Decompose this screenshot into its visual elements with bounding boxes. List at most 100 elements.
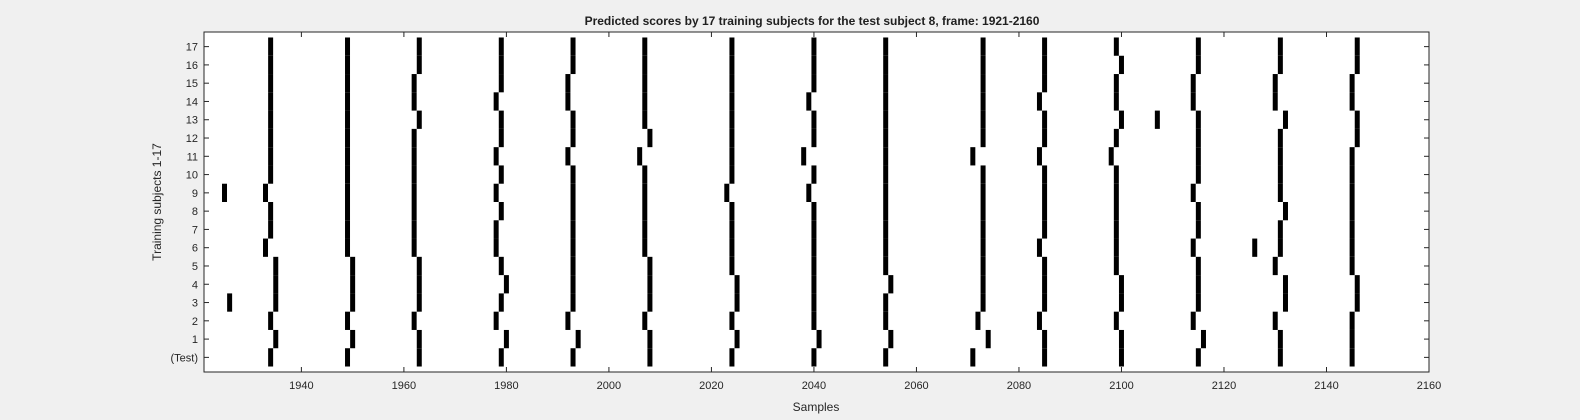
score-mark (1195, 147, 1201, 166)
score-mark (498, 256, 504, 276)
score-mark (1349, 311, 1355, 330)
score-mark (724, 183, 730, 202)
score-mark (1252, 238, 1258, 257)
score-mark (642, 92, 648, 111)
score-mark (1349, 147, 1355, 166)
score-mark (273, 275, 279, 294)
score-mark (883, 183, 889, 202)
score-mark (888, 329, 894, 349)
score-mark (642, 37, 648, 56)
score-mark (883, 110, 889, 129)
score-mark (1195, 110, 1201, 129)
score-mark (268, 110, 274, 129)
score-mark (642, 220, 648, 239)
score-mark (970, 147, 976, 166)
score-mark (498, 74, 504, 93)
score-mark (801, 147, 807, 166)
score-mark (1190, 238, 1196, 257)
score-mark (268, 165, 274, 184)
score-mark (1036, 311, 1042, 330)
score-mark (811, 110, 817, 129)
score-mark (729, 202, 735, 221)
x-tick-label: 2080 (1007, 380, 1031, 392)
score-mark (1277, 37, 1283, 56)
score-mark (883, 256, 889, 276)
score-mark (1113, 92, 1119, 111)
score-mark (980, 293, 986, 312)
x-tick-label: 2020 (699, 380, 723, 392)
score-mark (729, 147, 735, 166)
score-mark (345, 74, 351, 93)
score-mark (570, 256, 576, 276)
score-mark (263, 238, 269, 257)
x-tick-label: 2060 (904, 380, 928, 392)
score-mark (227, 293, 233, 312)
score-mark (1190, 92, 1196, 111)
score-mark (498, 293, 504, 312)
score-mark (1113, 74, 1119, 93)
score-mark (729, 256, 735, 276)
score-mark (1118, 348, 1124, 367)
score-mark (980, 92, 986, 111)
score-mark (1118, 110, 1124, 129)
score-mark (980, 202, 986, 221)
score-mark (1277, 147, 1283, 166)
y-tick-label: 16 (186, 60, 198, 72)
score-mark (1113, 128, 1119, 148)
score-mark (416, 110, 422, 129)
score-mark (1113, 238, 1119, 257)
score-mark (565, 147, 571, 166)
score-mark (350, 293, 356, 312)
score-mark (1354, 37, 1360, 56)
score-mark (811, 348, 817, 367)
y-tick-label: 15 (186, 78, 198, 90)
score-mark (980, 275, 986, 294)
score-mark (980, 220, 986, 239)
score-mark (1349, 348, 1355, 367)
score-mark (1113, 165, 1119, 184)
score-mark (1354, 275, 1360, 294)
x-tick-label: 2140 (1314, 380, 1338, 392)
score-mark (883, 220, 889, 239)
score-mark (811, 37, 817, 56)
score-mark (883, 202, 889, 221)
y-axis-label: Training subjects 1-17 (150, 143, 164, 261)
score-mark (1277, 220, 1283, 239)
score-mark (345, 220, 351, 239)
x-tick-label: 2120 (1212, 380, 1236, 392)
score-mark (729, 311, 735, 330)
score-mark (1272, 74, 1278, 93)
score-mark (1349, 183, 1355, 202)
score-mark (222, 183, 228, 202)
score-mark (729, 238, 735, 257)
score-mark (345, 165, 351, 184)
score-mark (273, 329, 279, 349)
score-mark (811, 275, 817, 294)
score-mark (416, 293, 422, 312)
score-mark (1277, 329, 1283, 349)
score-mark (647, 256, 653, 276)
score-mark (811, 293, 817, 312)
score-mark (811, 256, 817, 276)
score-mark (345, 202, 351, 221)
score-mark (975, 311, 981, 330)
score-mark (883, 147, 889, 166)
score-mark (570, 202, 576, 221)
y-tick-label: 3 (192, 298, 198, 310)
score-mark (811, 202, 817, 221)
score-mark (1282, 275, 1288, 294)
score-mark (1113, 202, 1119, 221)
score-mark (416, 256, 422, 276)
x-tick-label: 2100 (1109, 380, 1133, 392)
score-mark (416, 37, 422, 56)
score-mark (1042, 110, 1048, 129)
score-mark (642, 165, 648, 184)
score-mark (493, 311, 499, 330)
score-mark (345, 128, 351, 148)
score-mark (411, 183, 417, 202)
score-mark (642, 55, 648, 75)
score-mark (1118, 329, 1124, 349)
score-mark (729, 55, 735, 75)
